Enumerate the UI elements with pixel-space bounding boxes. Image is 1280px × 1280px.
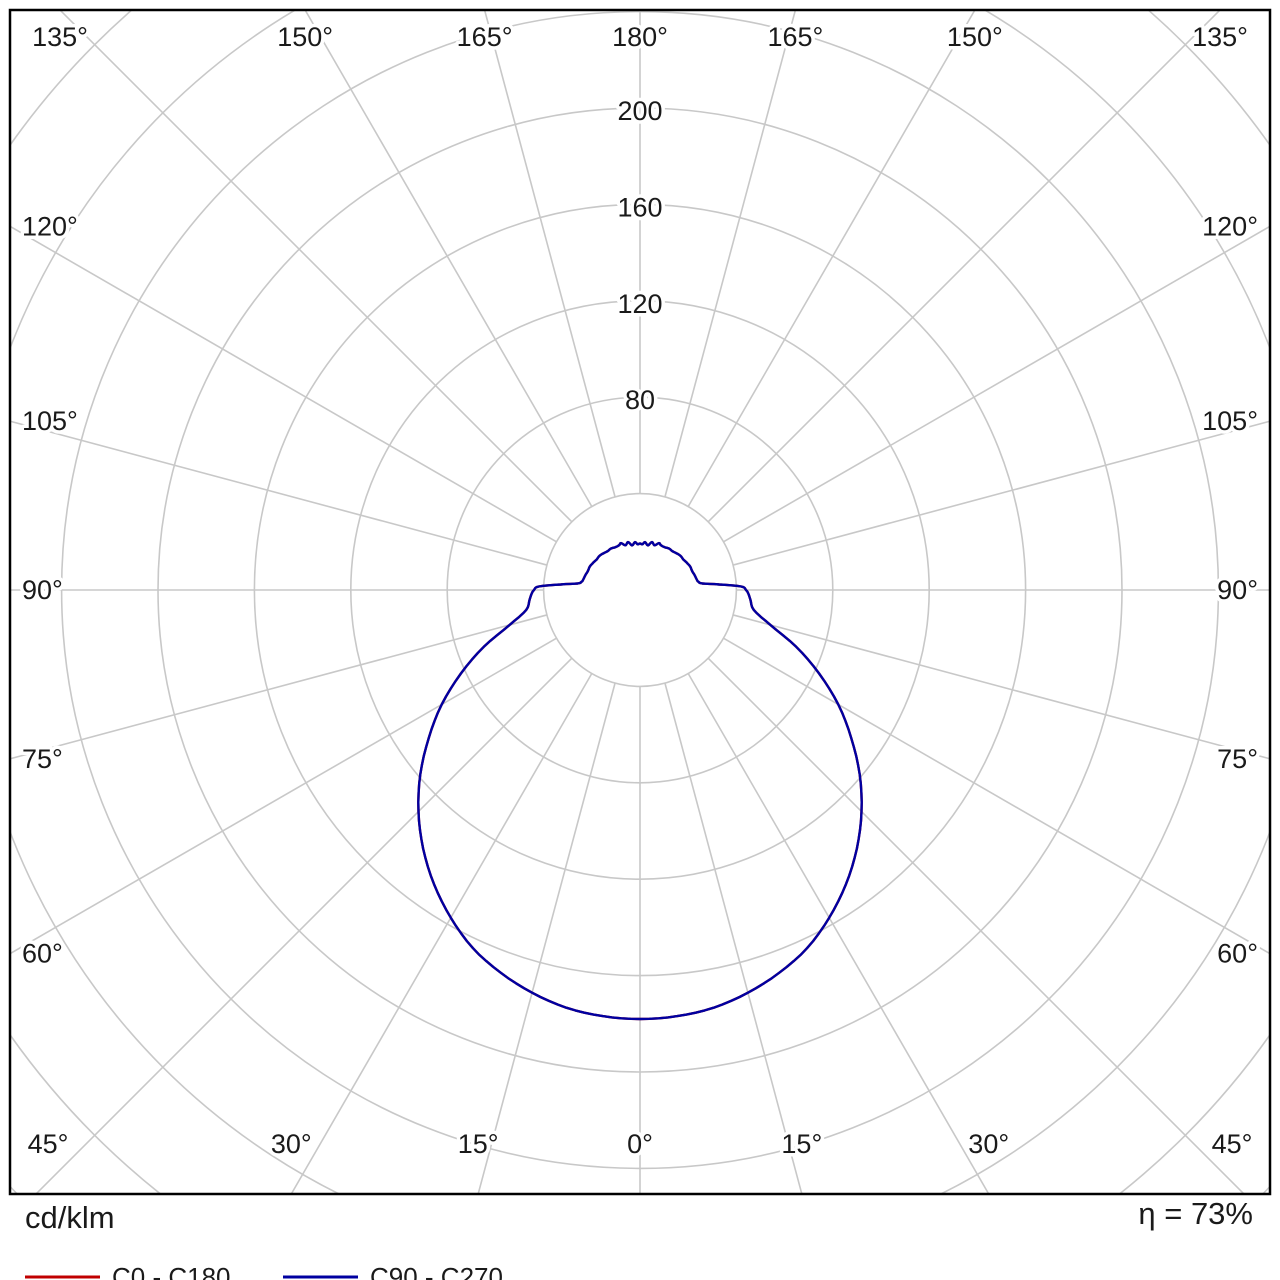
- spoke-165: [664, 10, 797, 498]
- angle-label-150-right: 150°: [947, 22, 1003, 52]
- angle-label-105-right: 105°: [1202, 406, 1258, 436]
- chart-frame: [8, 8, 1272, 1196]
- spoke-225: [58, 10, 573, 523]
- angle-label-45-left: 45°: [28, 1129, 69, 1159]
- legend: C0 - C180 C90 - C270: [25, 1262, 503, 1280]
- spoke-300: [10, 637, 557, 955]
- ring-40: [542, 492, 738, 688]
- spoke-210: [304, 10, 593, 507]
- angle-label-165-left: 165°: [457, 22, 513, 52]
- legend-label-c0-c180: C0 - C180: [112, 1262, 231, 1280]
- spoke-135: [707, 10, 1222, 523]
- angle-label-30-left: 30°: [271, 1129, 312, 1159]
- unit-label: cd/klm: [25, 1200, 115, 1235]
- efficiency-label: η = 73%: [1138, 1196, 1253, 1231]
- radial-label-160: 160: [617, 192, 662, 222]
- angle-label-90-right: 90°: [1217, 575, 1258, 605]
- spoke-45: [707, 657, 1246, 1194]
- angle-label-120-right: 120°: [1202, 211, 1258, 241]
- spoke-315: [34, 657, 573, 1194]
- angle-label-45-right: 45°: [1212, 1129, 1253, 1159]
- spoke-240: [10, 225, 557, 543]
- angle-label-60-right: 60°: [1217, 939, 1258, 969]
- angle-label-15-left: 15°: [458, 1129, 499, 1159]
- angle-label-135-right: 135°: [1192, 22, 1248, 52]
- radial-label-200: 200: [617, 96, 662, 126]
- spoke-120: [723, 225, 1270, 543]
- radial-label-80: 80: [625, 385, 655, 415]
- angle-label-30-right: 30°: [968, 1129, 1009, 1159]
- angle-label-75-left: 75°: [22, 744, 63, 774]
- angle-label-180-right: 180°: [612, 22, 668, 52]
- spoke-105: [732, 420, 1270, 566]
- spoke-150: [687, 10, 976, 507]
- spoke-75: [732, 614, 1270, 760]
- angle-label-75-right: 75°: [1217, 744, 1258, 774]
- intensity-curves: [417, 540, 863, 1021]
- spoke-345: [477, 682, 616, 1194]
- spoke-255: [10, 420, 548, 566]
- spoke-195: [483, 10, 616, 498]
- angle-label-90-left: 90°: [22, 575, 63, 605]
- angle-label-165-right: 165°: [767, 22, 823, 52]
- angle-label-135-left: 135°: [32, 22, 88, 52]
- angle-label-105-left: 105°: [22, 406, 78, 436]
- angle-label-15-right: 15°: [781, 1129, 822, 1159]
- spoke-330: [290, 673, 593, 1194]
- spoke-30: [687, 673, 990, 1194]
- angle-label-60-left: 60°: [22, 939, 63, 969]
- spoke-60: [723, 637, 1270, 955]
- tick-labels: 80 120 160 200 0° 15° 15° 30° 30° 45° 45° 60° 60° 75°…: [19, 19, 1262, 1163]
- spoke-285: [10, 614, 548, 760]
- curve-c90-c270: [417, 540, 863, 1021]
- spoke-15: [664, 682, 803, 1194]
- angle-label-120-left: 120°: [22, 211, 78, 241]
- angle-label-0-right: 0°: [627, 1129, 653, 1159]
- legend-label-c90-c270: C90 - C270: [370, 1262, 503, 1280]
- angle-label-150-left: 150°: [277, 22, 333, 52]
- radial-label-120: 120: [617, 289, 662, 319]
